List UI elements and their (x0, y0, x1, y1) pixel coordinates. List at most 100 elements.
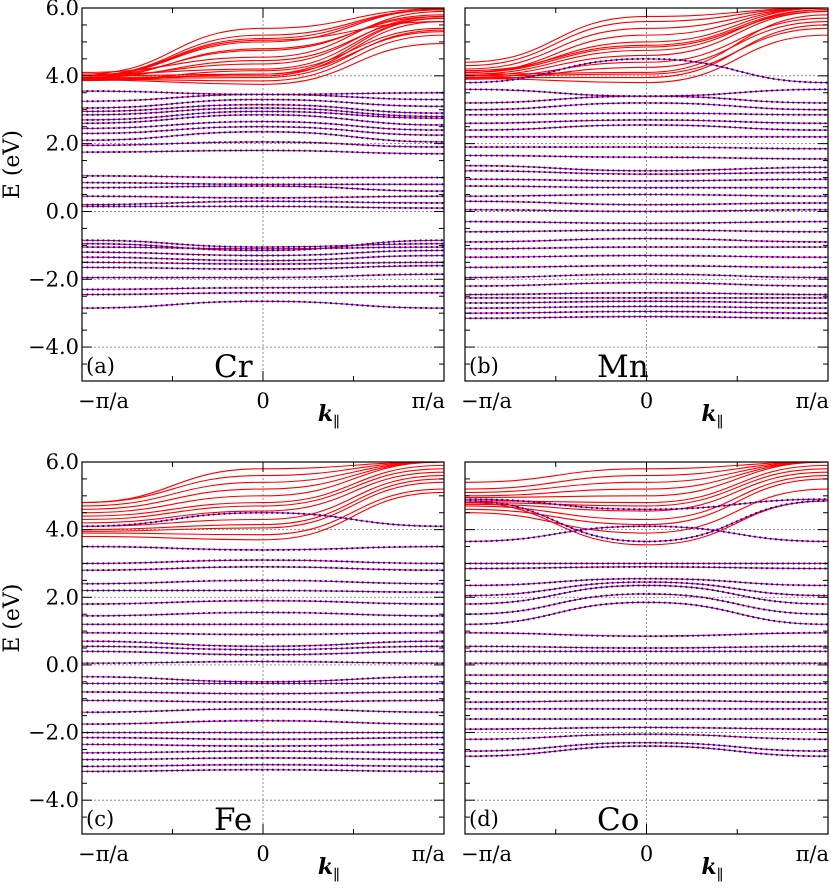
x-axis-symbol: k (701, 854, 716, 880)
band-line-blue-dots (82, 205, 444, 210)
band-line-blue-dots (465, 577, 828, 587)
panel-a-letter: (a) (86, 354, 115, 378)
band-line-blue-dots (465, 57, 828, 84)
band-line-blue-dots (465, 580, 828, 597)
x-axis-symbol: k (701, 401, 716, 427)
band-line-blue-dots (82, 284, 444, 291)
band-line-blue-dots (82, 650, 444, 656)
band-line-red (82, 471, 444, 524)
band-line-blue-dots (82, 249, 444, 257)
y-tick-label: −4.0 (28, 335, 79, 359)
band-line-blue-dots (82, 184, 444, 193)
band-line-blue-dots (82, 756, 444, 761)
band-line-blue-dots (82, 599, 444, 606)
band-line-blue-dots (465, 601, 828, 626)
y-tick-label: 4.0 (46, 64, 79, 88)
band-line-blue-dots (82, 110, 444, 121)
band-line-blue-dots (465, 300, 828, 305)
x-axis-subscript: ∥ (717, 866, 724, 884)
panel-d-element: Co (597, 802, 639, 838)
y-tick-label: 6.0 (46, 450, 79, 474)
band-line-red (465, 462, 828, 497)
y-tick-label: 0.0 (46, 653, 79, 677)
band-line-red (82, 34, 444, 82)
band-line-blue-dots (82, 239, 444, 249)
panel-b-element: Mn (597, 349, 649, 385)
panel-d-grid (465, 462, 828, 834)
band-line-blue-dots (82, 763, 444, 768)
band-line-red (465, 462, 828, 493)
panel-c-element: Fe (214, 802, 252, 838)
x-tick-label: 0 (256, 842, 269, 866)
band-line-blue-dots (82, 254, 444, 262)
band-line-blue-dots (82, 736, 444, 741)
x-tick-label: 0 (640, 389, 653, 413)
band-line-red (465, 468, 828, 507)
band-line-dotted-base (465, 726, 828, 730)
band-line-red (82, 14, 444, 77)
band-line-blue-dots (465, 101, 828, 111)
band-line-blue-dots (82, 106, 444, 118)
band-line-blue-dots (465, 281, 828, 288)
band-line-blue-dots (82, 743, 444, 748)
y-tick-label: −2.0 (28, 267, 79, 291)
band-line-blue-dots (465, 565, 828, 570)
band-line-blue-dots (465, 254, 828, 259)
panel-b-blue-bands (465, 57, 828, 320)
band-line-blue-dots (465, 118, 828, 125)
x-tick-label: −π/a (78, 389, 129, 413)
band-line-blue-dots (465, 741, 828, 753)
panel-a-element: Cr (214, 349, 253, 385)
x-axis-subscript: ∥ (333, 413, 340, 431)
band-line-blue-dots (465, 310, 828, 315)
band-line-blue-dots (465, 631, 828, 638)
band-line-blue-dots (82, 125, 444, 137)
band-line-blue-dots (465, 645, 828, 650)
band-line-red (82, 462, 444, 510)
band-line-blue-dots (82, 181, 444, 186)
band-line-blue-dots (82, 149, 444, 155)
band-line-blue-dots (465, 525, 828, 543)
band-line-blue-dots (82, 273, 444, 279)
panel-a-red-bands (82, 8, 444, 85)
panel-a-cr: (a) Cr (81, 7, 445, 385)
panel-c-blue-bands (82, 511, 444, 773)
band-line-blue-dots (465, 499, 828, 543)
band-line-blue-dots (82, 130, 444, 144)
band-line-blue-dots (82, 750, 444, 754)
x-axis-symbol: k (318, 401, 333, 427)
band-line-red (82, 481, 444, 532)
band-line-red (82, 8, 444, 75)
band-line-blue-dots (82, 611, 444, 617)
band-line-blue-dots (82, 558, 444, 565)
y-axis-label-bottom: E (eV) (0, 584, 25, 653)
band-line-blue-dots (82, 719, 444, 726)
band-line-blue-dots (465, 305, 828, 310)
x-tick-label: 0 (256, 389, 269, 413)
band-line-blue-dots (82, 699, 444, 704)
y-tick-label: 4.0 (46, 518, 79, 542)
band-line-dotted-base (465, 185, 828, 189)
band-line-red (465, 27, 828, 77)
y-tick-label: 6.0 (46, 0, 79, 20)
band-line-blue-dots (82, 98, 444, 110)
band-line-blue-dots (465, 112, 828, 116)
y-tick-label: −2.0 (28, 721, 79, 745)
band-line-blue-dots (82, 579, 444, 585)
band-line-red (465, 462, 828, 490)
x-tick-label: 0 (640, 842, 653, 866)
band-line-red (465, 14, 828, 75)
band-line-red (465, 10, 828, 77)
band-line-red (82, 464, 444, 517)
band-line-red (82, 474, 444, 527)
band-line-red (82, 21, 444, 77)
band-line-blue-dots (82, 291, 444, 296)
panel-d-letter: (d) (469, 807, 499, 831)
panel-d-co: (d) Co (464, 461, 829, 838)
panel-b-ticks (464, 7, 829, 382)
band-line-blue-dots (82, 120, 444, 132)
band-line-blue-dots (82, 261, 444, 266)
panel-c-red-bands (82, 462, 444, 541)
y-axis-label-top: E (eV) (0, 130, 25, 199)
